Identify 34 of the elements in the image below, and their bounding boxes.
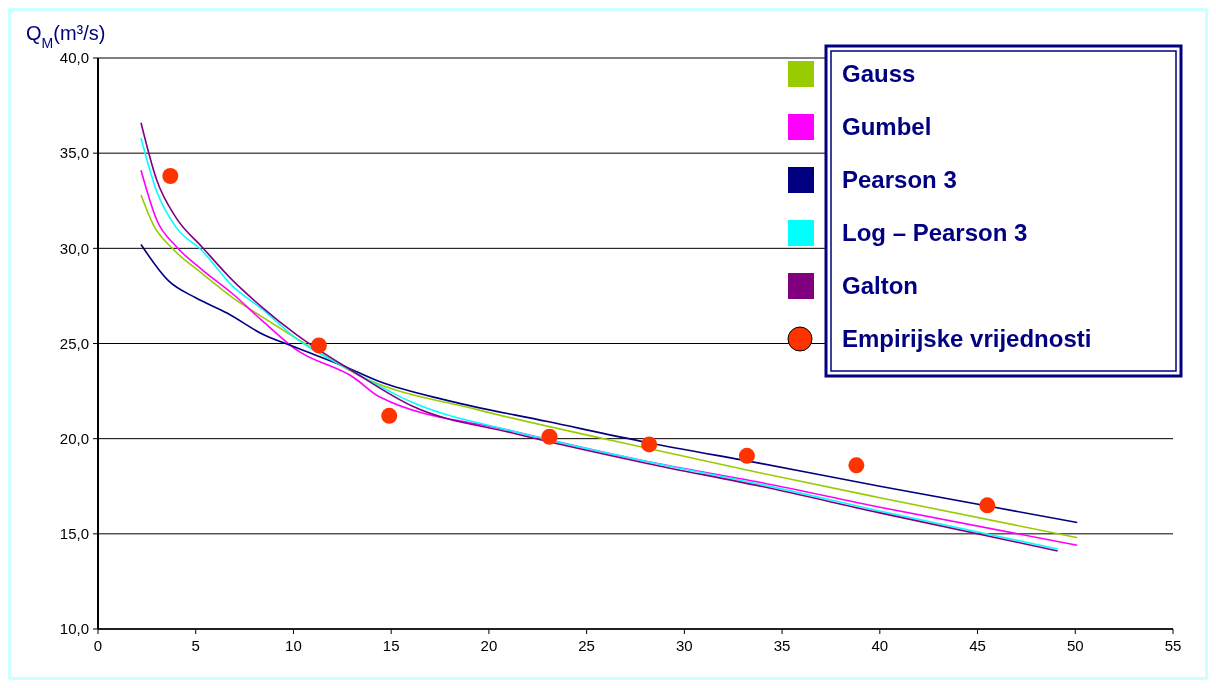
legend-label: Log – Pearson 3 — [842, 219, 1028, 247]
point — [541, 428, 558, 445]
y-tick-label: 15,0 — [59, 525, 89, 543]
x-tick-label: 0 — [93, 637, 103, 654]
point — [310, 337, 327, 354]
point — [381, 407, 398, 424]
point — [848, 457, 865, 474]
y-tick-label: 40,0 — [59, 49, 89, 67]
x-tick-label: 25 — [578, 637, 595, 654]
legend-label: Gumbel — [842, 113, 932, 141]
y-tick-label: 10,0 — [59, 620, 89, 638]
x-tick-label: 15 — [382, 637, 400, 654]
x-tick-label: 20 — [480, 637, 498, 654]
point — [979, 497, 996, 514]
legend-label: Gauss — [842, 60, 916, 88]
x-tick-label: 10 — [285, 637, 302, 654]
x-tick-label: 55 — [1164, 637, 1182, 654]
x-tick-label: 40 — [871, 637, 889, 654]
y-tick-label: 25,0 — [59, 334, 89, 352]
x-tick-label: 35 — [773, 637, 791, 654]
x-tick-label: 5 — [191, 637, 200, 654]
x-tick-label: 45 — [969, 637, 986, 654]
legend-label: Galton — [842, 272, 918, 300]
point — [162, 168, 179, 185]
legend-label: Pearson 3 — [842, 166, 957, 194]
y-tick-label: 20,0 — [59, 429, 89, 447]
y-tick-label: 35,0 — [59, 144, 89, 162]
y-tick-label: 30,0 — [59, 239, 89, 257]
x-tick-label: 50 — [1066, 637, 1084, 654]
point — [738, 447, 755, 464]
y-axis-title: Q$_{M}$(m³/s) — [26, 22, 106, 51]
legend-label: Empirijske vrijednosti — [842, 325, 1092, 353]
x-tick-label: 30 — [676, 637, 693, 654]
point — [641, 436, 658, 453]
